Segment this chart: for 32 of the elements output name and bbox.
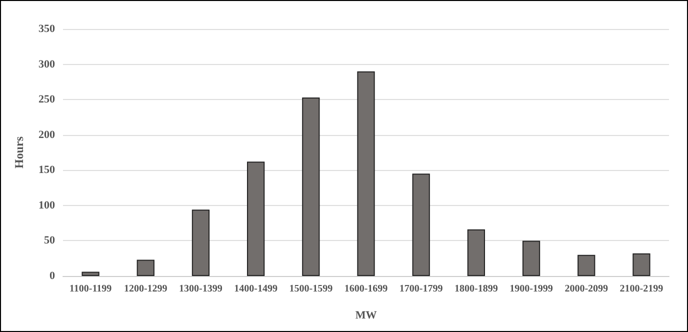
x-tick-label: 1200-1299 xyxy=(124,284,168,294)
bar xyxy=(467,229,485,276)
bar xyxy=(247,162,265,276)
y-tick-label: 350 xyxy=(38,23,56,35)
x-tick-label: 1600-1699 xyxy=(344,284,388,294)
x-axis-title: MW xyxy=(355,310,377,322)
bar xyxy=(578,254,596,276)
x-tick-label: 1100-1199 xyxy=(69,284,112,294)
bar xyxy=(412,174,430,276)
x-tick-label: 1800-1899 xyxy=(454,284,498,294)
x-tick-label: 1700-1799 xyxy=(399,284,443,294)
y-axis-title: Hours xyxy=(12,136,26,169)
y-tick-label: 300 xyxy=(38,58,56,70)
y-tick-label: 200 xyxy=(38,128,56,141)
y-tick-label: 0 xyxy=(50,270,56,282)
bar xyxy=(136,260,154,276)
y-tick-label: 50 xyxy=(44,234,56,247)
bar xyxy=(192,210,210,276)
x-tick-label: 2100-2199 xyxy=(620,284,664,294)
x-tick-label: 2000-2099 xyxy=(564,284,608,294)
bar xyxy=(357,71,375,276)
y-tick-label: 150 xyxy=(38,164,56,176)
bar xyxy=(302,97,320,276)
x-tick-label: 1300-1399 xyxy=(179,284,222,294)
bar xyxy=(82,272,100,276)
y-tick-label: 250 xyxy=(38,94,56,106)
x-tick-label: 1400-1499 xyxy=(234,284,278,294)
bar xyxy=(522,240,540,276)
x-tick-label: 1900-1999 xyxy=(510,284,553,294)
y-tick-label: 100 xyxy=(38,199,56,212)
x-tick-label: 1500-1599 xyxy=(289,284,333,294)
bar xyxy=(632,253,650,276)
